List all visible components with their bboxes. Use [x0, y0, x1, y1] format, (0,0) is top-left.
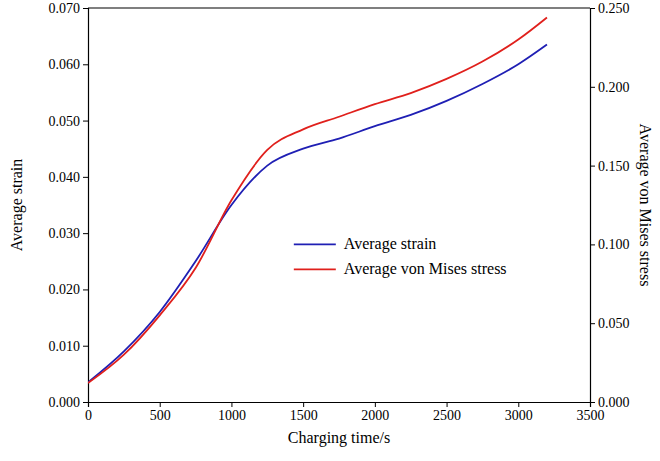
y-axis: 0.000 0.010 0.020 0.030 0.040 0.050 0.060 0.070 [49, 1, 89, 410]
tick-mark [590, 402, 595, 403]
series-group [88, 17, 547, 383]
legend-label: Average von Mises stress [344, 260, 507, 278]
tick-mark [83, 64, 88, 65]
tick-mark [83, 346, 88, 347]
tick: 0.050 [49, 114, 89, 129]
tick: 2000 [361, 402, 389, 423]
tick: 0.060 [49, 57, 89, 72]
tick: 500 [150, 402, 171, 423]
tick-label: 0.020 [49, 282, 81, 297]
tick: 0.000 [590, 395, 630, 410]
tick-label: 0.060 [49, 57, 81, 72]
tick-mark [160, 402, 161, 407]
tick: 3000 [505, 402, 533, 423]
tick-label: 0.200 [598, 80, 630, 95]
tick-mark [447, 402, 448, 407]
tick-mark [590, 87, 595, 88]
legend-item: Average strain [294, 235, 437, 253]
tick-label: 0.010 [49, 339, 81, 354]
tick-label: 500 [150, 408, 171, 423]
tick-label: 0.040 [49, 170, 81, 185]
tick-label: 0.070 [49, 1, 81, 16]
tick-label: 1000 [218, 408, 246, 423]
tick-label: 0.150 [598, 159, 630, 174]
x-axis-title: Charging time/s [288, 429, 390, 447]
tick: 0.150 [590, 159, 630, 174]
tick-label: 0.100 [598, 237, 630, 252]
tick: 0.010 [49, 339, 89, 354]
tick: 0.030 [49, 226, 89, 241]
legend-swatch [294, 268, 336, 270]
tick-mark [590, 323, 595, 324]
y-axis-title: Average strain [8, 159, 26, 252]
tick: 0.020 [49, 282, 89, 297]
plot: 05001000150020002500300035000.0000.0100.… [49, 1, 630, 423]
tick-mark [590, 166, 595, 167]
tick-label: 0.000 [49, 395, 81, 410]
tick-label: 3500 [577, 408, 605, 423]
tick: 0.070 [49, 1, 89, 16]
tick: 0 [85, 402, 92, 423]
tick: 2500 [433, 402, 461, 423]
tick: 0.200 [590, 80, 630, 95]
tick-mark [83, 289, 88, 290]
legend: Average strain Average von Mises stress [294, 235, 507, 278]
tick-mark [83, 121, 88, 122]
axis-line [83, 9, 89, 403]
y2-axis: 0.000 0.050 0.100 0.150 0.200 0.250 [590, 1, 630, 410]
tick-mark [590, 8, 595, 9]
axis-line [591, 9, 596, 403]
tick: 0.050 [590, 316, 630, 331]
tick-label: 1500 [290, 408, 318, 423]
tick: 0.250 [590, 1, 630, 16]
tick-label: 0.250 [598, 1, 630, 16]
tick-label: 0.050 [598, 316, 630, 331]
series-line [88, 17, 547, 383]
tick-mark [590, 244, 595, 245]
legend-item: Average von Mises stress [294, 260, 507, 278]
tick-label: 2500 [433, 408, 461, 423]
tick-mark [83, 402, 88, 403]
tick: 1000 [218, 402, 246, 423]
tick-mark [518, 402, 519, 407]
legend-label: Average strain [344, 235, 437, 253]
tick-label: 0.030 [49, 226, 81, 241]
tick-mark [83, 233, 88, 234]
tick-mark [83, 8, 88, 9]
tick-label: 0.050 [49, 114, 81, 129]
frame [88, 7, 590, 8]
legend-swatch [294, 243, 336, 245]
tick-label: 3000 [505, 408, 533, 423]
tick-label: 2000 [361, 408, 389, 423]
tick-mark [231, 402, 232, 407]
axis-line [89, 403, 591, 408]
tick-label: 0.000 [598, 395, 630, 410]
x-axis: 0 500 1000 1500 2000 2500 3000 3500 [85, 402, 605, 423]
y2-axis-title: Average von Mises stress [636, 124, 654, 287]
chart: 05001000150020002500300035000.0000.0100.… [0, 0, 660, 461]
tick-mark [375, 402, 376, 407]
tick: 0.040 [49, 170, 89, 185]
tick: 1500 [290, 402, 318, 423]
tick: 0.100 [590, 237, 630, 252]
tick: 0.000 [49, 395, 89, 410]
tick-mark [303, 402, 304, 407]
tick-mark [83, 177, 88, 178]
series-line [88, 45, 547, 383]
tick-label: 0 [85, 408, 92, 423]
